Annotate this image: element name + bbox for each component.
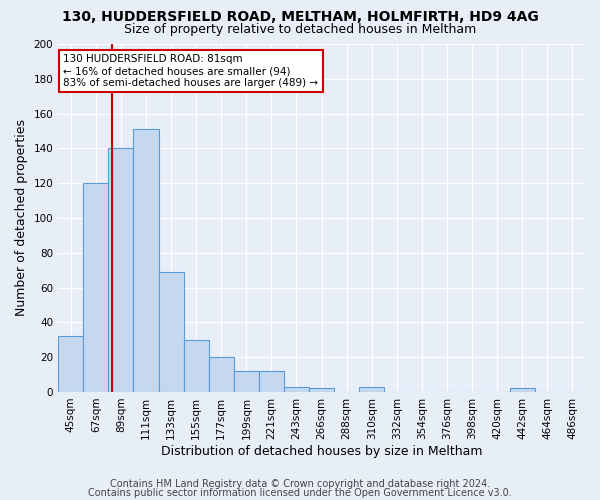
Text: Contains HM Land Registry data © Crown copyright and database right 2024.: Contains HM Land Registry data © Crown c… bbox=[110, 479, 490, 489]
Text: Contains public sector information licensed under the Open Government Licence v3: Contains public sector information licen… bbox=[88, 488, 512, 498]
Y-axis label: Number of detached properties: Number of detached properties bbox=[15, 120, 28, 316]
Bar bbox=[133, 129, 158, 392]
Text: Size of property relative to detached houses in Meltham: Size of property relative to detached ho… bbox=[124, 22, 476, 36]
X-axis label: Distribution of detached houses by size in Meltham: Distribution of detached houses by size … bbox=[161, 444, 482, 458]
Bar bbox=[109, 148, 133, 392]
Bar bbox=[359, 386, 385, 392]
Text: 130 HUDDERSFIELD ROAD: 81sqm
← 16% of detached houses are smaller (94)
83% of se: 130 HUDDERSFIELD ROAD: 81sqm ← 16% of de… bbox=[64, 54, 319, 88]
Bar bbox=[158, 272, 184, 392]
Bar bbox=[259, 371, 284, 392]
Bar bbox=[209, 357, 234, 392]
Bar bbox=[234, 371, 259, 392]
Bar bbox=[284, 386, 309, 392]
Bar bbox=[309, 388, 334, 392]
Text: 130, HUDDERSFIELD ROAD, MELTHAM, HOLMFIRTH, HD9 4AG: 130, HUDDERSFIELD ROAD, MELTHAM, HOLMFIR… bbox=[62, 10, 538, 24]
Bar bbox=[510, 388, 535, 392]
Bar bbox=[184, 340, 209, 392]
Bar bbox=[83, 183, 109, 392]
Bar bbox=[58, 336, 83, 392]
